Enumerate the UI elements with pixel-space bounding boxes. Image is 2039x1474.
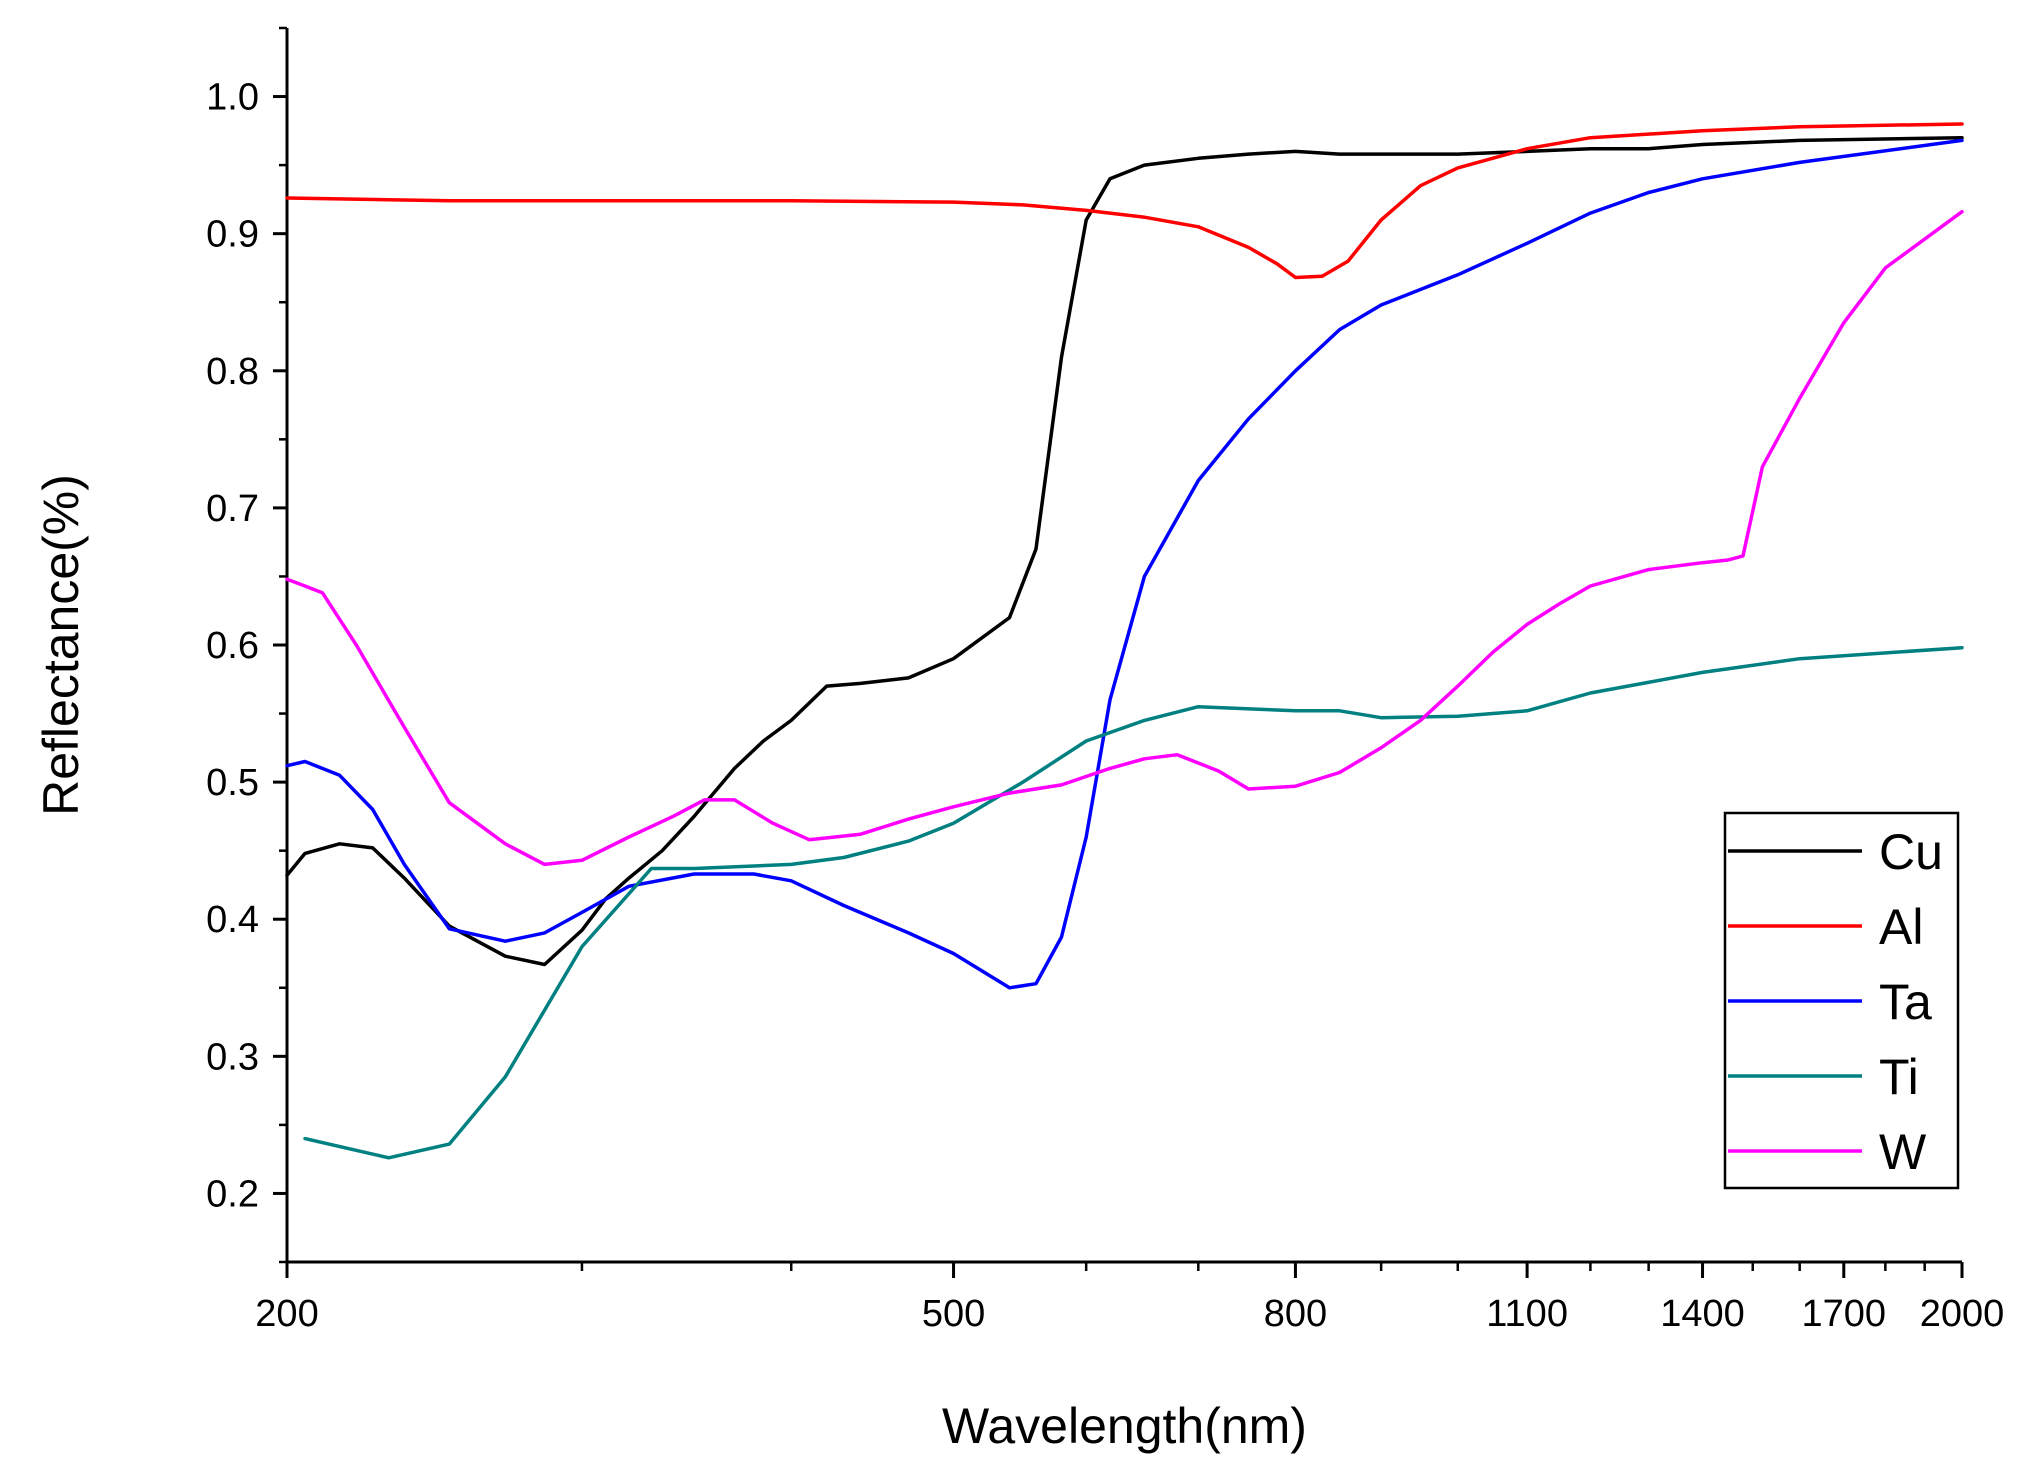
- series-line-cu: [285, 135, 1964, 967]
- x-tick-label: 200: [255, 1293, 318, 1335]
- series-line-al: [285, 122, 1964, 280]
- legend: Cu Al Ta Ti W: [1723, 811, 1960, 1190]
- legend-label-ti: Ti: [1879, 1049, 1919, 1105]
- y-tick-label: 0.3: [206, 1036, 259, 1078]
- legend-label-w: W: [1879, 1124, 1927, 1180]
- x-tick-label: 1100: [1486, 1293, 1568, 1335]
- x-tick-label: 2000: [1920, 1293, 2005, 1335]
- y-axis-title: Reflectance(%): [33, 474, 89, 816]
- legend-label-al: Al: [1879, 899, 1923, 955]
- x-tick-label: 1400: [1660, 1293, 1745, 1335]
- y-tick-label: 0.5: [206, 762, 259, 804]
- y-tick-label: 0.2: [206, 1173, 259, 1215]
- x-axis-title: Wavelength(nm): [942, 1398, 1307, 1454]
- series-line-ti: [303, 645, 1964, 1160]
- y-tick-label: 1.0: [206, 77, 259, 119]
- plot-lines: [285, 122, 1964, 1160]
- x-tick-label: 1700: [1802, 1293, 1887, 1335]
- x-tick-label: 800: [1264, 1293, 1327, 1335]
- x-tick-label: 500: [922, 1293, 985, 1335]
- y-tick-label: 0.8: [206, 351, 259, 393]
- y-tick-label: 0.9: [206, 214, 259, 256]
- legend-label-ta: Ta: [1879, 974, 1932, 1030]
- series-line-w: [285, 209, 1964, 867]
- series-line-ta: [285, 138, 1964, 990]
- legend-label-cu: Cu: [1879, 824, 1943, 880]
- y-tick-label: 0.6: [206, 625, 259, 667]
- axes: 0.2 0.3 0.4 0.5 0.6 0.7 0.8 0.9 1.0 200 500 800 1100…: [206, 26, 2005, 1335]
- y-tick-label: 0.4: [206, 899, 259, 941]
- y-tick-label: 0.7: [206, 488, 259, 530]
